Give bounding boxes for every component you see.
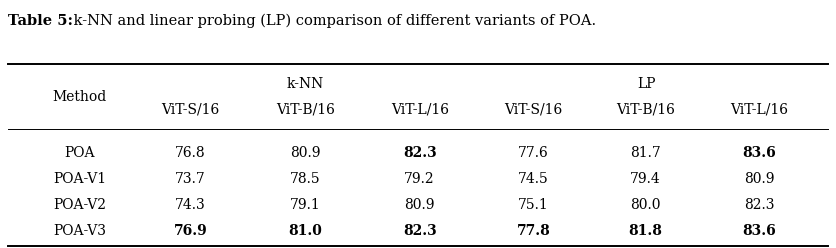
Text: 80.9: 80.9 — [405, 198, 435, 212]
Text: 83.6: 83.6 — [742, 146, 776, 159]
Text: 76.9: 76.9 — [174, 224, 207, 238]
Text: k-NN and linear probing (LP) comparison of different variants of POA.: k-NN and linear probing (LP) comparison … — [69, 14, 596, 28]
Text: 80.9: 80.9 — [744, 172, 774, 186]
Text: k-NN: k-NN — [287, 77, 324, 91]
Text: 79.2: 79.2 — [405, 172, 435, 186]
Text: ViT-B/16: ViT-B/16 — [616, 102, 675, 116]
Text: Table 5:: Table 5: — [8, 14, 74, 28]
Text: ViT-S/16: ViT-S/16 — [504, 102, 563, 116]
Text: POA-V1: POA-V1 — [53, 172, 106, 186]
Text: POA-V3: POA-V3 — [53, 224, 106, 238]
Text: 79.1: 79.1 — [290, 198, 320, 212]
Text: 83.6: 83.6 — [742, 224, 776, 238]
Text: POA-V2: POA-V2 — [53, 198, 106, 212]
Text: 77.8: 77.8 — [517, 224, 550, 238]
Text: 81.7: 81.7 — [630, 146, 660, 159]
Text: 77.6: 77.6 — [518, 146, 548, 159]
Text: ViT-L/16: ViT-L/16 — [390, 102, 449, 116]
Text: ViT-S/16: ViT-S/16 — [161, 102, 220, 116]
Text: ViT-B/16: ViT-B/16 — [276, 102, 334, 116]
Text: POA: POA — [64, 146, 94, 159]
Text: 75.1: 75.1 — [518, 198, 548, 212]
Text: 74.5: 74.5 — [518, 172, 548, 186]
Text: 79.4: 79.4 — [630, 172, 660, 186]
Text: 81.8: 81.8 — [629, 224, 662, 238]
Text: 74.3: 74.3 — [176, 198, 206, 212]
Text: 80.9: 80.9 — [290, 146, 320, 159]
Text: 82.3: 82.3 — [403, 224, 436, 238]
Text: 78.5: 78.5 — [290, 172, 320, 186]
Text: ViT-L/16: ViT-L/16 — [730, 102, 788, 116]
Text: 73.7: 73.7 — [176, 172, 206, 186]
Text: Method: Method — [53, 90, 106, 104]
Text: 76.8: 76.8 — [176, 146, 206, 159]
Text: LP: LP — [637, 77, 655, 91]
Text: 81.0: 81.0 — [288, 224, 322, 238]
Text: 80.0: 80.0 — [630, 198, 660, 212]
Text: 82.3: 82.3 — [403, 146, 436, 159]
Text: 82.3: 82.3 — [744, 198, 774, 212]
